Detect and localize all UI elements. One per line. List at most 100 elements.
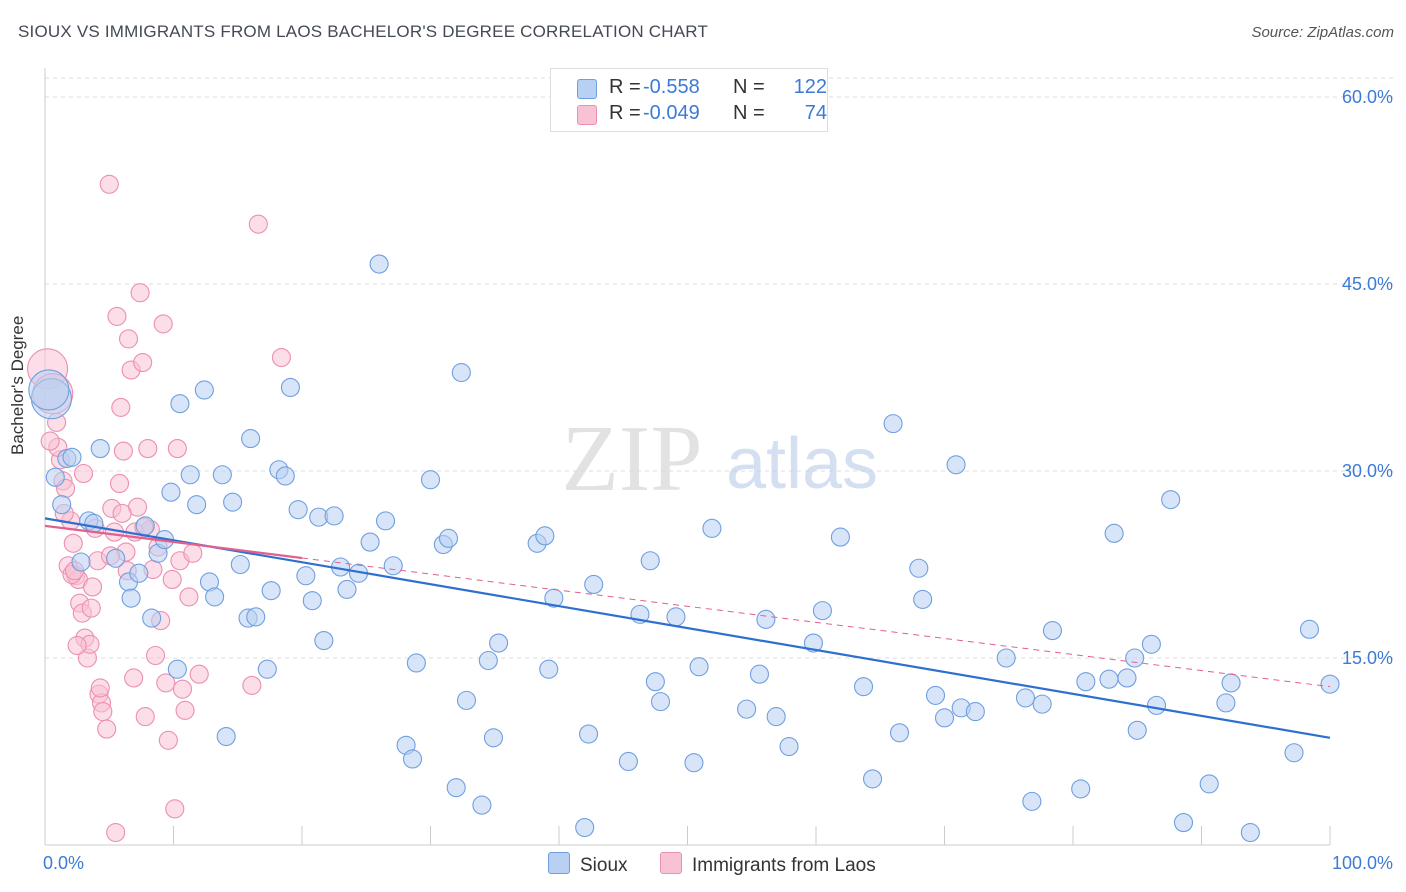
sioux-point-77 bbox=[689, 657, 709, 677]
sioux-point-94 bbox=[934, 708, 955, 728]
sioux-point-76 bbox=[684, 753, 704, 773]
sioux-point-18 bbox=[167, 659, 187, 679]
sioux-point-87 bbox=[853, 677, 874, 697]
y-tick-label-2: 45.0% bbox=[1342, 274, 1393, 294]
y-axis-label: Bachelor's Degree bbox=[8, 315, 27, 455]
laos-point-44 bbox=[153, 314, 173, 334]
sioux-point-1 bbox=[45, 467, 65, 487]
sioux-point-19 bbox=[170, 394, 190, 414]
tick-labels: 15.0% 30.0% 45.0% 60.0% 0.0% 100.0% bbox=[43, 87, 1393, 873]
laos-point-26 bbox=[107, 306, 127, 326]
sioux-point-81 bbox=[756, 609, 776, 629]
laos-point-31 bbox=[118, 329, 139, 349]
laos-point-36 bbox=[133, 352, 153, 373]
laos-point-58 bbox=[271, 348, 291, 368]
sioux-point-57 bbox=[451, 362, 471, 383]
legend-r-value-sioux: -0.558 bbox=[643, 76, 700, 98]
sioux-point-7 bbox=[84, 513, 104, 533]
sioux-point-20 bbox=[180, 465, 200, 485]
x-tick-label-0: 0.0% bbox=[43, 853, 84, 873]
sioux-point-92 bbox=[913, 589, 933, 609]
sioux-point-59 bbox=[472, 795, 492, 815]
laos-point-57 bbox=[248, 214, 268, 234]
sioux-point-109 bbox=[1127, 720, 1147, 740]
watermark-zip: ZIP bbox=[562, 407, 703, 511]
sioux-point-9 bbox=[106, 548, 126, 568]
sioux-point-62 bbox=[489, 633, 509, 653]
laos-point-49 bbox=[167, 439, 187, 459]
sioux-point-105 bbox=[1099, 669, 1119, 689]
legend-swatch-laos bbox=[577, 105, 597, 125]
laos-point-51 bbox=[172, 679, 193, 699]
laos-point-68 bbox=[106, 822, 126, 843]
sioux-point-46 bbox=[360, 532, 380, 552]
laos-point-63 bbox=[67, 635, 87, 656]
sioux-point-115 bbox=[1216, 693, 1236, 713]
sioux-point-121 bbox=[28, 369, 70, 411]
sioux-point-117 bbox=[1240, 822, 1260, 843]
bottom-legend-laos: Immigrants from Laos bbox=[660, 852, 876, 877]
sioux-point-110 bbox=[1141, 634, 1161, 654]
laos-point-22 bbox=[97, 719, 117, 739]
sioux-point-83 bbox=[779, 736, 799, 757]
sioux-point-116 bbox=[1221, 673, 1241, 693]
sioux-point-70 bbox=[618, 751, 638, 772]
sioux-point-31 bbox=[246, 607, 266, 627]
laos-point-47 bbox=[162, 569, 182, 590]
sioux-point-85 bbox=[812, 601, 832, 621]
sioux-point-93 bbox=[925, 685, 946, 705]
laos-point-27 bbox=[109, 473, 130, 494]
sioux-point-25 bbox=[212, 465, 232, 485]
sioux-point-72 bbox=[640, 551, 660, 571]
sioux-point-113 bbox=[1173, 813, 1194, 833]
laos-point-21 bbox=[93, 702, 113, 722]
bottom-legend-sioux: Sioux bbox=[548, 852, 628, 877]
sioux-point-119 bbox=[1299, 619, 1319, 639]
laos-point-56 bbox=[242, 675, 262, 695]
sioux-point-95 bbox=[946, 455, 966, 475]
laos-point-73 bbox=[40, 431, 60, 451]
bottom-legend-label-sioux: Sioux bbox=[580, 855, 628, 876]
sioux-point-8 bbox=[90, 439, 110, 459]
sioux-point-17 bbox=[161, 482, 181, 502]
series-sioux bbox=[28, 254, 1340, 843]
sioux-point-47 bbox=[369, 254, 389, 274]
sioux-point-73 bbox=[645, 672, 665, 692]
sioux-point-39 bbox=[302, 591, 322, 611]
sioux-point-64 bbox=[535, 526, 555, 546]
trend-line-laos-solid bbox=[44, 524, 303, 560]
sioux-point-28 bbox=[230, 554, 250, 575]
source-label: Source: ZipAtlas.com bbox=[1251, 24, 1394, 41]
trend-lines bbox=[44, 517, 1331, 739]
sioux-point-97 bbox=[965, 702, 985, 722]
sioux-point-11 bbox=[121, 588, 141, 608]
sioux-point-120 bbox=[1320, 674, 1340, 694]
sioux-point-99 bbox=[1015, 688, 1036, 708]
y-tick-label-0: 15.0% bbox=[1342, 648, 1393, 668]
sioux-point-55 bbox=[438, 528, 459, 548]
sioux-point-35 bbox=[275, 466, 295, 486]
sioux-point-102 bbox=[1042, 621, 1062, 641]
laos-point-52 bbox=[175, 700, 195, 720]
laos-point-41 bbox=[145, 645, 166, 666]
correlation-legend: R = -0.558 N = 122 R = -0.049 N = 74 bbox=[550, 68, 828, 132]
sioux-point-114 bbox=[1199, 774, 1219, 794]
laos-point-64 bbox=[74, 463, 94, 484]
legend-n-value-sioux: 122 bbox=[793, 76, 827, 98]
watermark-atlas: atlas bbox=[726, 424, 878, 504]
sioux-point-12 bbox=[129, 563, 149, 583]
laos-point-66 bbox=[90, 678, 110, 698]
laos-point-8 bbox=[63, 533, 83, 553]
sioux-point-33 bbox=[261, 581, 281, 601]
sioux-point-52 bbox=[406, 653, 426, 673]
trend-line-sioux bbox=[44, 517, 1331, 739]
sioux-point-13 bbox=[135, 516, 155, 536]
legend-r-label: R = bbox=[609, 102, 641, 124]
legend-n-label: N = bbox=[733, 76, 765, 98]
sioux-point-37 bbox=[288, 500, 308, 520]
legend-swatch-sioux bbox=[577, 79, 597, 99]
y-tick-label-3: 60.0% bbox=[1342, 87, 1393, 107]
laos-point-54 bbox=[183, 543, 203, 563]
sioux-point-79 bbox=[737, 699, 757, 719]
